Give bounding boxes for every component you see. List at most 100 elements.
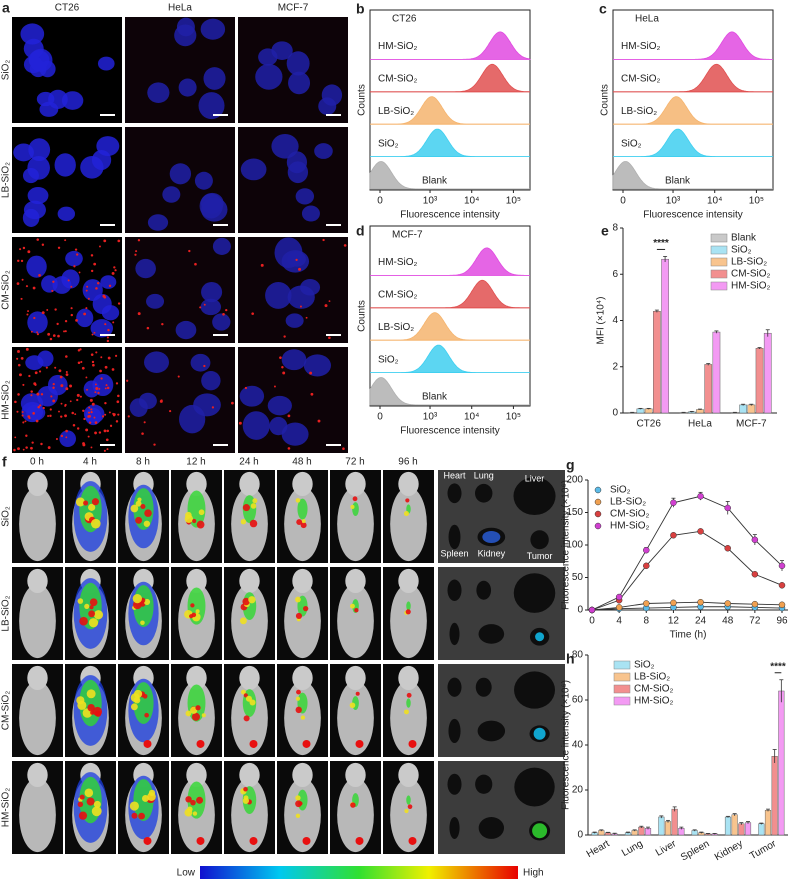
signal [295,800,302,808]
red-dot [17,363,21,367]
signal [140,620,145,626]
signal [405,498,410,503]
signal [405,609,411,615]
red-dot [30,330,33,333]
red-dot [287,447,291,450]
red-dot [98,387,101,390]
red-dot [95,287,98,290]
chart-title: HeLa [635,14,659,25]
marker [670,599,677,607]
x-tick-label: Kidney [713,838,745,863]
red-dot [71,411,74,415]
marker [778,562,786,570]
red-dot [60,402,63,405]
mouse-head [27,568,48,594]
organ [449,816,460,839]
y-tick-label: 50 [572,572,584,583]
marker [670,499,677,506]
nucleus [321,84,343,106]
nucleus [271,41,293,60]
red-dot [41,311,45,315]
x-tick-label: Lung [620,838,645,859]
signal [352,496,358,502]
red-dot [194,262,197,266]
red-dot [107,357,110,360]
red-dot [106,336,109,339]
red-dot [135,250,138,253]
marker [615,593,623,601]
red-dot [94,383,97,386]
red-dot [17,447,20,451]
histogram-label: CM-SiO₂ [378,289,418,300]
nucleus [201,282,223,303]
red-dot [82,443,86,447]
bar [747,404,756,414]
signal [138,812,145,820]
red-dot [93,416,96,419]
red-dot [74,248,78,251]
signal [140,503,146,510]
red-dot [20,297,23,300]
mouse-head [398,665,419,691]
nucleus [200,18,226,40]
signal [297,498,308,520]
red-dot [22,448,25,451]
bar [658,816,665,836]
red-dot [83,417,86,421]
red-dot [16,410,19,413]
y-tick-label: 60 [572,695,584,706]
signal [187,806,193,813]
mouse-body [231,583,268,659]
panel-letter: b [356,1,365,17]
marker [778,582,786,589]
red-dot [49,414,52,418]
marker [724,504,731,512]
red-dot [49,337,53,341]
organ [475,677,492,697]
signal [77,598,84,604]
legend-swatch [613,660,631,670]
signal [295,596,301,603]
marker [643,562,650,570]
red-dot [89,398,93,402]
error-bar [592,831,597,834]
signal [143,598,151,606]
red-dot [36,331,39,334]
red-dot [117,394,120,398]
nucleus [178,78,197,97]
red-dot [305,316,308,319]
histogram [370,96,530,125]
bar [644,408,653,414]
red-dot [52,334,56,337]
signal [295,706,302,714]
histogram-label: HM-SiO₂ [621,41,661,52]
red-dot [25,446,28,449]
nucleus [281,349,307,371]
nucleus [41,275,58,293]
signal [295,795,301,801]
x-tick-label: 0 [377,412,383,423]
red-dot [85,376,88,379]
nucleus [25,355,44,371]
organ [447,483,462,504]
nucleus [194,171,213,190]
tumor-signal [355,739,364,748]
red-dot [106,386,110,390]
y-tick-label: 8 [612,223,618,234]
bar [661,258,669,414]
row-label: SiO₂ [1,506,12,527]
red-dot [78,271,81,274]
plot-frame [369,225,531,407]
tumor-signal [249,836,258,845]
histogram-label: Blank [422,392,448,403]
red-dot [27,310,29,313]
nucleus [287,285,315,309]
red-dot [127,415,130,418]
time-label: 24 h [239,457,258,468]
nucleus [212,313,231,331]
red-dot [95,351,98,354]
red-dot [87,435,90,438]
red-dot [83,312,87,316]
nucleus [301,205,320,222]
legend-label: SiO₂ [610,485,631,496]
